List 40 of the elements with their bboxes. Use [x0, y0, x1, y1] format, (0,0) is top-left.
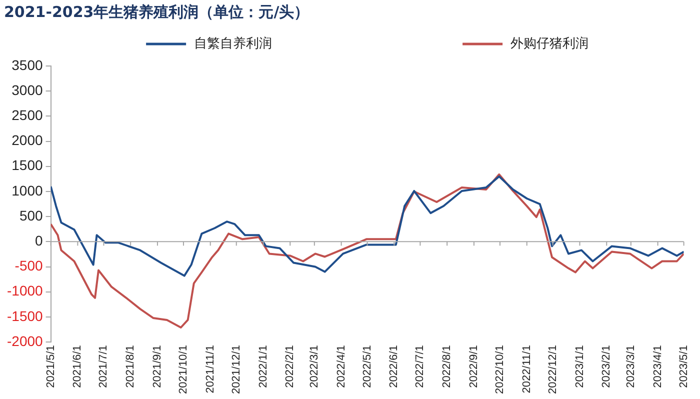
x-tick-label: 2022/10/1: [494, 345, 506, 394]
y-tick-label: 2500: [12, 107, 44, 124]
y-tick-label: -1000: [6, 282, 44, 299]
x-tick-label: 2021/8/1: [124, 345, 137, 388]
x-tick-label: 2022/4/1: [335, 345, 348, 388]
legend-label: 自繁自养利润: [194, 35, 272, 52]
y-tick-label: -1500: [6, 308, 44, 324]
x-tick-label: 2021/9/1: [151, 345, 164, 388]
x-tick-label: 2022/5/1: [361, 345, 374, 388]
x-tick-label: 2023/5/1: [678, 345, 690, 388]
y-tick-label: -2000: [6, 332, 44, 349]
x-tick-label: 2022/3/1: [308, 345, 320, 388]
chart-title: 2021-2023年生猪养殖利润（单位：元/头）: [4, 2, 310, 21]
x-tick-label: 2021/7/1: [98, 345, 110, 388]
y-tick-label: 500: [19, 207, 44, 224]
y-tick-label: 0: [35, 232, 44, 249]
legend-label: 外购仔猪利润: [510, 36, 589, 52]
x-tick-label: 2023/2/1: [600, 345, 613, 388]
x-tick-label: 2022/2/1: [284, 345, 296, 388]
x-tick-label: 2022/6/1: [388, 345, 400, 388]
x-tick-label: 2022/7/1: [414, 345, 426, 388]
x-tick-label: 2023/1/1: [574, 345, 586, 388]
y-tick-label: 1000: [12, 182, 44, 198]
x-tick-label: 2023/4/1: [652, 345, 664, 388]
y-tick-label: 3000: [12, 82, 44, 98]
y-tick-label: 3500: [12, 56, 44, 73]
y-tick-label: 1500: [12, 157, 44, 174]
x-tick-label: 2023/3/1: [624, 345, 637, 388]
x-tick-label: 2021/6/1: [72, 345, 84, 388]
x-tick-label: 2022/9/1: [468, 345, 480, 388]
x-tick-label: 2022/11/1: [520, 345, 533, 394]
x-tick-label: 2021/5/1: [44, 345, 57, 388]
y-tick-label: -500: [14, 258, 44, 274]
x-tick-label: 2022/12/1: [546, 345, 559, 394]
x-tick-label: 2022/1/1: [257, 345, 270, 388]
y-tick-label: 2000: [12, 132, 44, 148]
x-tick-label: 2021/12/1: [230, 345, 242, 394]
x-tick-label: 2021/11/1: [204, 345, 216, 394]
x-tick-label: 2022/8/1: [441, 345, 454, 388]
x-tick-label: 2021/10/1: [178, 345, 190, 394]
